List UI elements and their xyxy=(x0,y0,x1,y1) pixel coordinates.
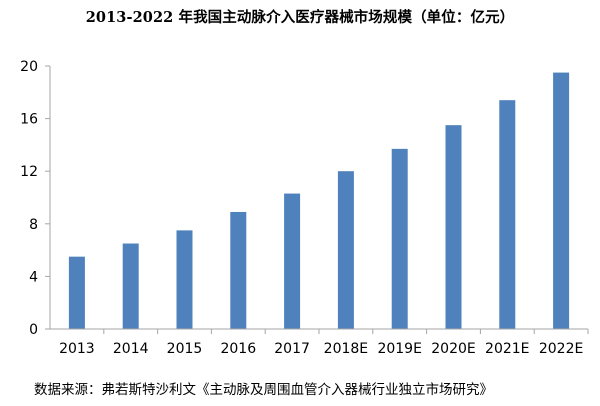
y-tick-label: 16 xyxy=(20,112,38,128)
chart-title: 2013-2022 年我国主动脉介入医疗器械市场规模（单位：亿元） xyxy=(85,9,515,26)
bar-2016 xyxy=(230,211,247,329)
y-tick-label: 4 xyxy=(29,269,38,285)
y-tick-label: 8 xyxy=(29,217,38,233)
x-tick-label: 2021E xyxy=(485,341,529,357)
bars-layer xyxy=(68,72,570,329)
bar-2015 xyxy=(176,230,193,329)
bar-2014 xyxy=(122,243,139,329)
y-tick-label: 12 xyxy=(20,164,38,180)
bar-2022E xyxy=(553,72,570,329)
y-tick-label: 20 xyxy=(20,59,38,75)
x-tick-label: 2013 xyxy=(59,341,95,357)
x-tick-label: 2016 xyxy=(220,341,256,357)
y-tick-label: 0 xyxy=(29,322,38,338)
x-tick-label: 2015 xyxy=(167,341,203,357)
x-tick-label: 2020E xyxy=(431,341,475,357)
x-tick-label: 2019E xyxy=(377,341,421,357)
x-tick-label: 2022E xyxy=(539,341,583,357)
source-note: 数据来源：弗若斯特沙利文《主动脉及周围血管介入器械行业独立市场研究》 xyxy=(34,382,493,398)
bar-2019E xyxy=(391,148,408,329)
axis-layer xyxy=(45,65,589,334)
bar-2013 xyxy=(68,256,85,329)
bar-2017 xyxy=(284,193,301,329)
x-tick-label: 2014 xyxy=(113,341,149,357)
x-tick-label: 2017 xyxy=(274,341,310,357)
bar-2018E xyxy=(337,171,354,329)
x-tick-label: 2018E xyxy=(324,341,368,357)
bar-2021E xyxy=(499,100,516,329)
labels-layer: 0 4 8 12 16 20 2013 2014 2015 2016 2017 2018E 2019E 2… xyxy=(20,59,583,357)
bar-2020E xyxy=(445,125,462,329)
